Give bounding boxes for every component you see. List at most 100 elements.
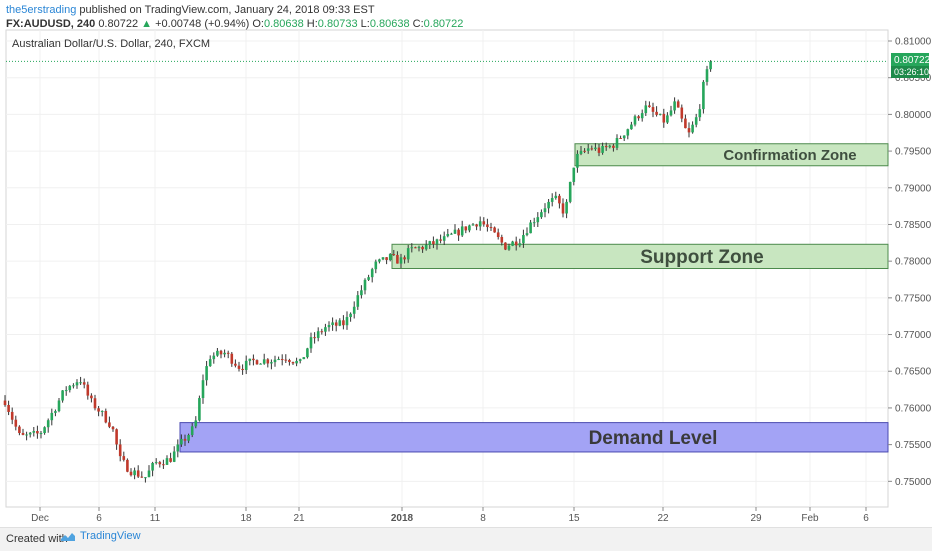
candle-body [540, 212, 543, 218]
symbol-label: FX:AUDUSD, 240 [6, 18, 96, 30]
candle-body [698, 109, 702, 118]
candle-body [79, 382, 82, 384]
candle-body [500, 237, 504, 243]
publish-line: the5erstrading published on TradingView.… [6, 3, 463, 17]
candle-body [662, 113, 666, 123]
time-axis[interactable]: Dec 6 11 18 21 2018 8 15 22 29 Feb 6 [31, 507, 869, 524]
candle-body [543, 208, 547, 213]
candle-body [147, 470, 151, 478]
candle-body [198, 398, 201, 421]
candle-body [658, 113, 662, 115]
candle-body [356, 295, 360, 307]
candle-body [568, 181, 572, 202]
candle-body [561, 203, 565, 214]
candle-body [518, 243, 522, 246]
candle-body [342, 320, 345, 326]
candle-body [68, 385, 72, 391]
candle-body [18, 426, 21, 434]
zone-rect [179, 422, 889, 453]
candle-body [75, 382, 79, 386]
candle-body [183, 438, 187, 441]
candle-body [93, 398, 97, 409]
candle-body [162, 464, 165, 466]
candle-body [680, 107, 684, 119]
candle-body [529, 222, 532, 234]
open-value: 0.80638 [263, 18, 304, 30]
candles [3, 60, 712, 483]
candle-body [392, 254, 396, 256]
candle-body [655, 111, 658, 115]
candle-body [115, 429, 118, 445]
candlestick-chart[interactable]: Confirmation Zone Support Zone Demand Leve… [0, 0, 932, 527]
candle-body [122, 456, 126, 460]
candle-body [651, 107, 655, 112]
candle-body [295, 360, 298, 364]
x-tick-label: 6 [96, 513, 102, 524]
price-change: +0.00748 (+0.94%) [155, 18, 250, 30]
candle-body [262, 359, 266, 364]
high-value: 0.80733 [317, 18, 358, 30]
candle-body [230, 353, 234, 364]
candle-body [702, 81, 705, 110]
candle-body [46, 420, 50, 428]
zone-label: Support Zone [640, 247, 763, 268]
candle-body [547, 201, 550, 209]
x-tick-label: 2018 [391, 513, 414, 524]
candle-body [158, 462, 162, 465]
x-tick-label: Feb [801, 513, 819, 524]
candle-body [608, 145, 612, 148]
candle-body [201, 380, 205, 399]
candle-body [410, 247, 414, 249]
candle-body [176, 444, 180, 452]
candle-body [475, 224, 478, 227]
candle-body [327, 325, 331, 328]
zones: Confirmation Zone Support Zone Demand Leve… [179, 143, 889, 453]
candle-body [111, 426, 115, 430]
candle-body [57, 400, 61, 412]
x-tick-label: Dec [31, 513, 49, 524]
candle-body [226, 352, 230, 354]
candle-body [169, 458, 172, 462]
candle-body [374, 261, 378, 270]
candle-body [414, 247, 417, 249]
candle-body [615, 138, 619, 148]
price-axis[interactable]: 0.81000 0.80500 0.80000 0.79500 0.79000 0.785… [888, 37, 932, 488]
candle-body [442, 236, 446, 241]
candle-body [705, 69, 709, 82]
y-tick-label: 0.79000 [895, 183, 932, 194]
candle-body [590, 148, 594, 150]
candle-body [39, 433, 43, 435]
candle-body [136, 470, 140, 477]
candle-body [338, 320, 342, 326]
candle-body [36, 431, 39, 434]
candle-body [453, 229, 457, 234]
candle-body [10, 411, 14, 420]
last-price: 0.80722 [98, 18, 139, 30]
candle-body [673, 101, 676, 111]
candle-body [360, 290, 363, 296]
candle-body [536, 217, 540, 223]
candle-body [450, 233, 453, 235]
candle-body [666, 115, 669, 123]
footer: Created with TradingView [0, 527, 932, 551]
candle-body [90, 395, 93, 399]
candle-body [378, 259, 381, 262]
candle-body [435, 239, 439, 245]
candle-body [572, 167, 576, 182]
y-tick-label: 0.78000 [895, 257, 932, 268]
created-with-label: Created with [6, 533, 68, 545]
candle-body [54, 411, 57, 413]
candle-body [421, 246, 424, 250]
chart-header: the5erstrading published on TradingView.… [6, 3, 463, 31]
y-tick-label: 0.76000 [895, 403, 932, 414]
low-value: 0.80638 [369, 18, 410, 30]
candle-body [511, 241, 514, 246]
zone-label: Demand Level [589, 428, 718, 449]
candle-body [496, 232, 500, 238]
candle-body [478, 221, 482, 227]
candle-body [648, 105, 651, 108]
candle-body [709, 61, 712, 70]
candle-body [273, 359, 277, 363]
tradingview-link[interactable]: TradingView [60, 530, 141, 542]
author-link[interactable]: the5erstrading [6, 4, 77, 16]
